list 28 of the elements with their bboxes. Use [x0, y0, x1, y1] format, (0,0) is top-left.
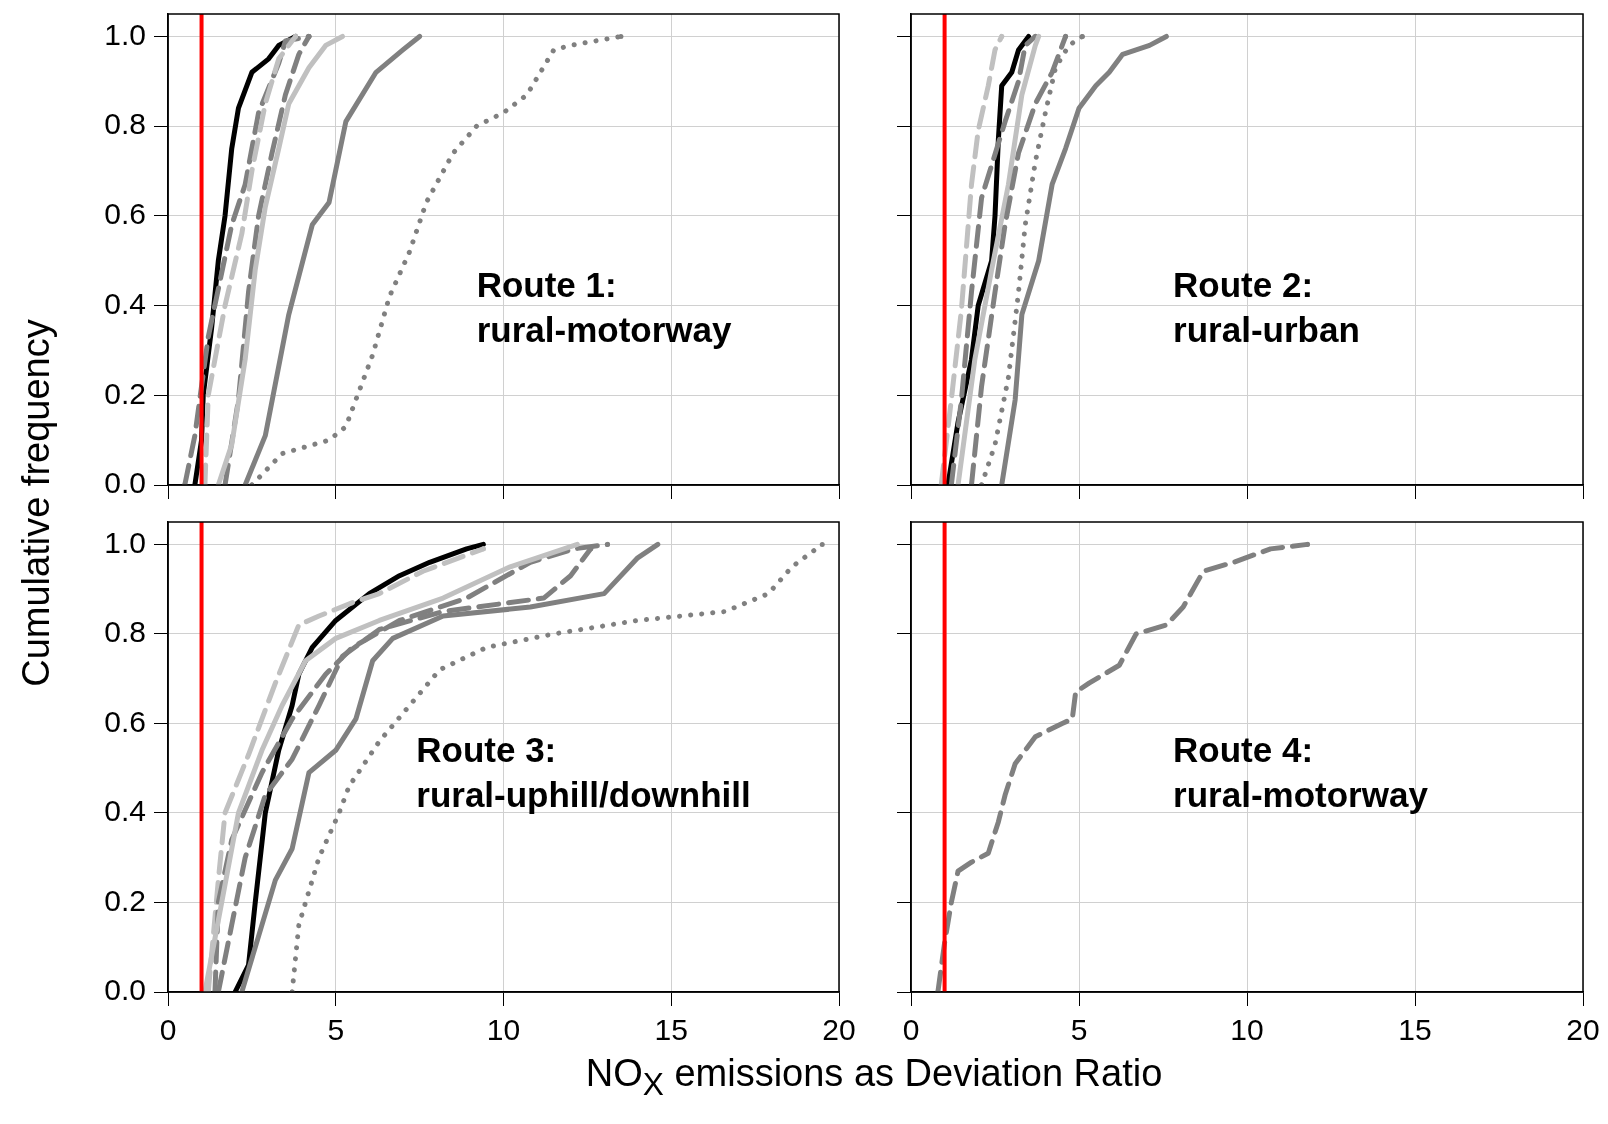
annotation: Route 3: rural-uphill/downhill — [416, 729, 751, 814]
annotation: Route 4: rural-motorway — [1173, 729, 1429, 814]
annotation: Route 1: rural-motorway — [476, 264, 732, 349]
x-tick-label: 15 — [654, 1013, 688, 1047]
y-tick-label: 0.6 — [104, 197, 146, 231]
x-tick-label: 10 — [486, 1013, 521, 1047]
y-tick-label: 0.2 — [104, 376, 146, 410]
y-tick-label: 0.8 — [104, 615, 146, 649]
y-tick-label: 0.2 — [104, 883, 146, 917]
y-axis-title: Cumulative frequency — [14, 319, 58, 687]
x-axis-title: NO$_{X}$ emissions as Deviation Ratio — [584, 1052, 1164, 1103]
y-tick-label: 0.6 — [104, 704, 146, 738]
x-tick-label: 15 — [1398, 1013, 1432, 1047]
y-tick-label: 0.8 — [104, 107, 146, 141]
y-tick-label: 0.0 — [104, 973, 146, 1007]
x-tick-label: 20 — [822, 1013, 856, 1047]
x-tick-label: 5 — [1070, 1013, 1088, 1047]
x-tick-label: 10 — [1230, 1013, 1264, 1047]
x-tick-label: 20 — [1566, 1013, 1600, 1047]
y-tick-label: 0.0 — [104, 466, 146, 500]
y-tick-label: 0.4 — [104, 286, 146, 320]
x-tick-label: 0 — [159, 1013, 177, 1047]
annotation: Route 2: rural-urban — [1173, 264, 1360, 349]
y-tick-label: 1.0 — [104, 525, 146, 559]
y-tick-label: 0.4 — [104, 794, 146, 828]
y-tick-label: 1.0 — [104, 17, 146, 51]
x-tick-label: 5 — [327, 1013, 345, 1047]
x-tick-label: 0 — [902, 1013, 920, 1047]
